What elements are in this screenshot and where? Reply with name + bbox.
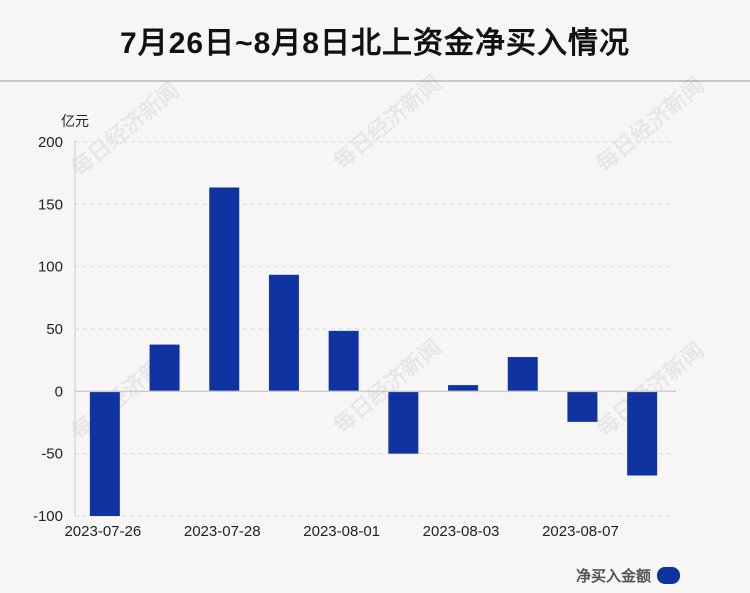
legend: 净买入金额	[576, 564, 681, 586]
bar-2023-07-28	[209, 187, 240, 392]
chart-title: 7月26日~8月8日北上资金净买入情况	[120, 27, 630, 60]
bar-2023-08-08	[627, 391, 658, 476]
y-tick-label: 200	[38, 134, 63, 151]
x-tick-label: 2023-08-01	[303, 523, 380, 540]
y-axis-unit: 亿元	[61, 113, 89, 129]
legend-label: 净买入金额	[576, 567, 652, 585]
y-tick-label: 50	[46, 321, 63, 338]
y-tick-labels: 200 150 100 50 0 -50 -100	[33, 134, 63, 525]
gridlines	[75, 141, 672, 517]
y-tick-label: 150	[38, 196, 63, 213]
bars	[89, 187, 658, 516]
axes	[74, 140, 676, 516]
bar-2023-08-07	[567, 391, 598, 422]
y-tick-label: 0	[55, 383, 63, 400]
bar-2023-08-02	[388, 391, 419, 454]
x-tick-label: 2023-07-26	[64, 523, 141, 540]
title-divider	[0, 80, 750, 82]
bar-2023-08-04	[507, 357, 538, 392]
watermark-text: 每日经济新闻	[329, 70, 447, 175]
y-tick-label: 100	[38, 259, 63, 276]
x-tick-label: 2023-08-07	[542, 523, 619, 540]
bar-2023-08-01	[328, 330, 359, 392]
bar-2023-08-03	[448, 385, 479, 392]
y-tick-label: -50	[41, 446, 63, 463]
bar-2023-07-27	[149, 344, 180, 392]
y-tick-label: -100	[33, 508, 63, 525]
x-tick-label: 2023-08-03	[423, 523, 500, 540]
bar-2023-07-26	[89, 391, 120, 516]
x-tick-label: 2023-07-28	[184, 523, 261, 540]
legend-swatch	[657, 566, 681, 584]
x-tick-labels: 2023-07-26 2023-07-28 2023-08-01 2023-08-03…	[64, 523, 618, 540]
watermark-text: 每日经济新闻	[592, 72, 710, 177]
watermark-text: 每日经济新闻	[67, 77, 185, 182]
bar-2023-07-31	[268, 274, 299, 392]
